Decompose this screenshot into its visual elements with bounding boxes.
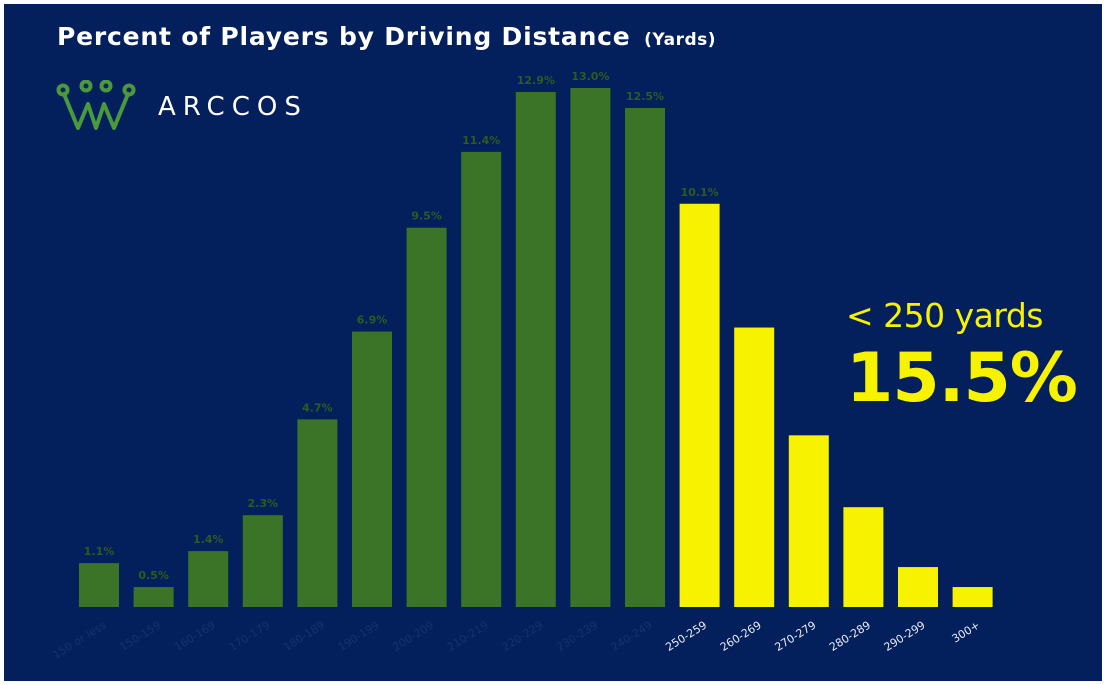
bar-290-299 [898, 567, 938, 607]
bar-150-159 [133, 587, 174, 607]
callout-value: 15.5% [846, 339, 1078, 418]
x-tick-label: 190-199 [336, 619, 382, 654]
x-tick-label: 300+ [950, 619, 983, 646]
data-label: 2.3% [248, 497, 279, 510]
bar-190-199 [352, 331, 392, 607]
data-label: 1.1% [84, 545, 115, 558]
bar-230-239 [570, 88, 611, 607]
x-tick-label: 230-239 [554, 619, 600, 654]
bar-300- [952, 587, 993, 607]
data-label: 4.7% [302, 401, 333, 414]
x-tick-label: 210-219 [445, 619, 491, 654]
data-label: 13.0% [571, 70, 609, 83]
chart-title: Percent of Players by Driving Distance (… [57, 22, 716, 51]
data-label: 6.9% [357, 314, 388, 327]
data-label: 10.1% [681, 186, 719, 199]
data-label: 1.4% [193, 533, 224, 546]
bar-250-259 [679, 203, 720, 607]
x-tick-label: 240-249 [609, 619, 655, 654]
x-tick-label: 290-299 [882, 619, 928, 654]
data-label: 11.4% [462, 134, 500, 147]
callout-label: < 250 yards [846, 296, 1043, 335]
x-tick-label: 220-229 [500, 619, 546, 654]
x-tick-label: 200-209 [390, 619, 436, 654]
crown-icon [56, 80, 136, 130]
bar-240-249 [625, 107, 665, 607]
bar-170-179 [242, 515, 283, 607]
x-tick-label: 270-279 [773, 619, 819, 654]
bar-260-269 [734, 327, 775, 607]
bar-210-219 [461, 151, 502, 607]
data-label: 12.5% [626, 90, 664, 103]
bar-220-229 [515, 91, 556, 607]
x-tick-label: 150 or less [50, 618, 108, 661]
arccos-logo: ARCCOS [56, 80, 308, 134]
bar-280-289 [843, 507, 884, 607]
highlight-callout: < 250 yards 15.5% [846, 296, 1078, 418]
x-tick-label: 180-189 [281, 619, 327, 654]
data-label: 0.5% [138, 569, 169, 582]
logo-text: ARCCOS [158, 92, 308, 122]
bar-180-189 [297, 419, 338, 607]
bar-150-or-less [79, 563, 119, 607]
x-tick-label: 150-159 [117, 619, 163, 654]
x-tick-label: 260-269 [718, 619, 764, 654]
x-tick-label: 280-289 [827, 619, 873, 654]
bar-200-209 [406, 227, 447, 607]
chart-title-units: (Yards) [644, 30, 717, 50]
data-label: 9.5% [411, 210, 442, 223]
x-tick-label: 170-179 [227, 619, 273, 654]
x-tick-label: 160-169 [172, 619, 218, 654]
chart-title-text: Percent of Players by Driving Distance [57, 22, 631, 51]
bar-270-279 [788, 435, 829, 607]
bar-160-169 [188, 551, 229, 607]
data-label: 12.9% [517, 74, 555, 87]
x-tick-label: 250-259 [663, 619, 709, 654]
